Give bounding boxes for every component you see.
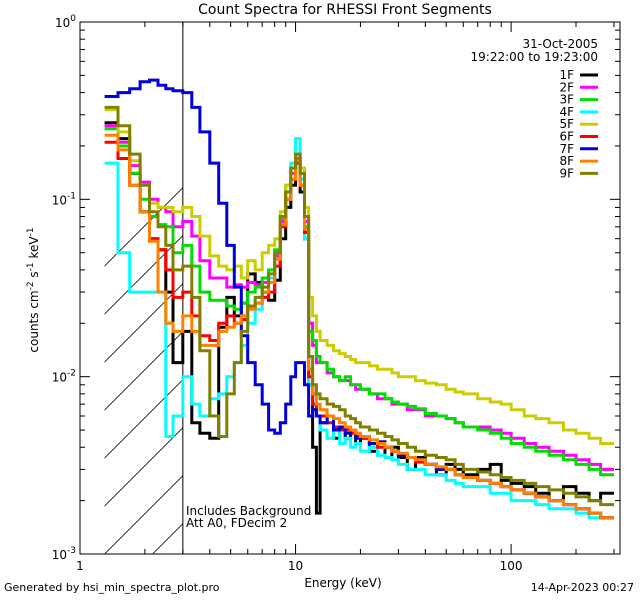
x-tick-label: 100 bbox=[500, 559, 523, 573]
hatch-line bbox=[104, 475, 183, 554]
hatch-line bbox=[104, 283, 183, 363]
date-label: 31-Oct-2005 bbox=[522, 37, 598, 51]
legend-label-1F: 1F bbox=[559, 68, 574, 82]
legend-label-9F: 9F bbox=[559, 166, 574, 180]
legend-label-6F: 6F bbox=[559, 130, 574, 144]
x-tick-label: 1 bbox=[76, 559, 84, 573]
series-group bbox=[104, 78, 614, 520]
annotation-background: Includes Background bbox=[186, 504, 311, 518]
y-axis-label-unit: keV bbox=[27, 236, 41, 263]
hatch-line bbox=[537, 22, 640, 554]
series-line-8F bbox=[104, 133, 614, 520]
y-tick-label: 10-3 bbox=[52, 546, 76, 562]
y-axis-label-exp2: -1 bbox=[26, 262, 36, 271]
legend-label-2F: 2F bbox=[559, 80, 574, 94]
series-line-1F bbox=[104, 121, 614, 515]
y-tick-label: 10-2 bbox=[52, 369, 76, 385]
legend-label-5F: 5F bbox=[559, 117, 574, 131]
legend-label-8F: 8F bbox=[559, 154, 574, 168]
series-line-4F bbox=[104, 137, 614, 520]
series-line-9F bbox=[104, 105, 614, 507]
x-axis-label: Energy (keV) bbox=[304, 576, 381, 590]
time-range-label: 19:22:00 to 19:23:00 bbox=[471, 50, 598, 64]
y-axis-label-exp3: -1 bbox=[26, 227, 36, 236]
y-tick-label: 100 bbox=[55, 14, 76, 30]
hatch-line bbox=[104, 235, 183, 315]
series-line-5F bbox=[104, 108, 614, 445]
footer-timestamp: 14-Apr-2023 00:27 bbox=[530, 581, 634, 594]
plot-frame bbox=[79, 21, 621, 555]
y-axis-label: counts cm-2 s-1 keV-1 bbox=[26, 227, 41, 352]
hatch-line bbox=[633, 22, 640, 554]
footer-generator-text: Generated by hsi_min_spectra_plot.pro bbox=[4, 581, 220, 594]
y-tick-label: 10-1 bbox=[52, 191, 76, 207]
hatch-line bbox=[104, 427, 183, 507]
x-tick-label: 10 bbox=[288, 559, 303, 573]
series-line-3F bbox=[104, 127, 614, 477]
y-axis-label-mid: s bbox=[27, 271, 41, 281]
chart-title: Count Spectra for RHESSI Front Segments bbox=[198, 2, 492, 18]
legend-label-7F: 7F bbox=[559, 142, 574, 156]
legend-label-3F: 3F bbox=[559, 93, 574, 107]
axes: 1 10 100 100 10-1 10-2 10-3 bbox=[52, 14, 620, 573]
y-axis-label-exp1: -2 bbox=[26, 281, 36, 290]
y-axis-label-base: counts cm bbox=[27, 290, 41, 352]
annotation-attenuator: Att A0, FDecim 2 bbox=[186, 516, 287, 530]
legend-label-4F: 4F bbox=[559, 105, 574, 119]
